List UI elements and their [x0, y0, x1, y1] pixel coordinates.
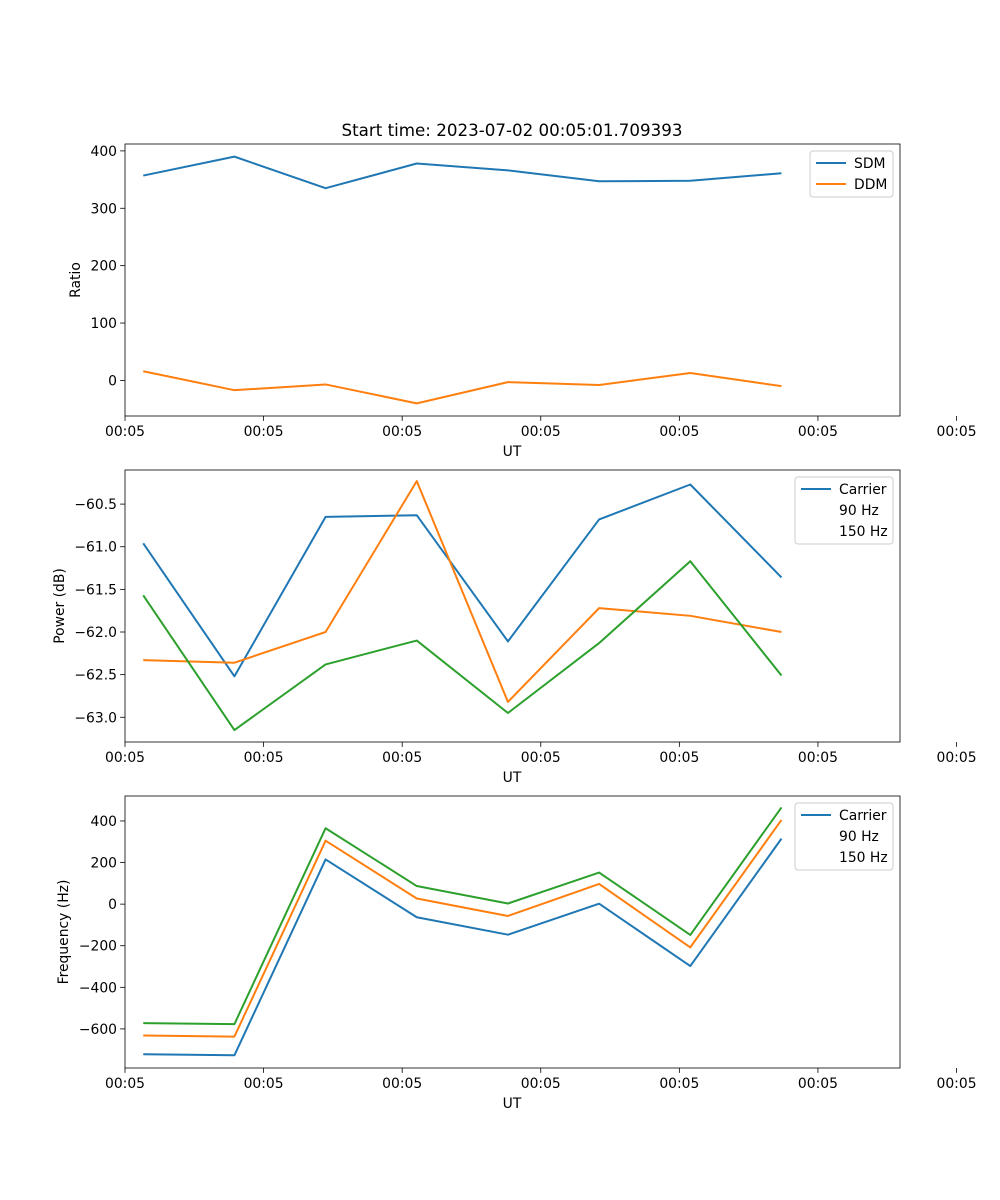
x-tick-label: 00:05 [244, 750, 284, 766]
x-tick-label: 00:05 [105, 750, 145, 766]
x-tick-label: 00:05 [659, 424, 699, 440]
legend: Carrier 90 Hz 150 Hz [794, 476, 894, 545]
series-line-carrier [143, 838, 783, 1057]
y-tick-label: −61.5 [74, 582, 117, 598]
legend-label-90hz: 90 Hz [839, 829, 879, 845]
panel-ratio-frame [124, 143, 901, 417]
legend-label-ddm: DDM [854, 177, 887, 193]
legend-label-carrier: Carrier [839, 808, 887, 824]
series-line-150-hz [143, 806, 783, 1026]
y-tick-label: −61.0 [74, 540, 117, 556]
series-line-sdm [143, 155, 782, 190]
x-tick-label: 00:05 [105, 1076, 145, 1092]
y-axis-label: Frequency (Hz) [56, 880, 72, 985]
y-tick-label: 0 [108, 373, 117, 389]
x-tick-label: 00:05 [244, 1076, 284, 1092]
x-axis-label: UT [503, 444, 522, 460]
y-tick-label: −62.0 [74, 625, 117, 641]
x-tick-label: 00:05 [244, 424, 284, 440]
x-tick-label: 00:05 [659, 1076, 699, 1092]
series-line-ddm [143, 370, 782, 405]
legend: SDM DDM [809, 150, 894, 198]
y-axis-label: Power (dB) [52, 568, 68, 644]
legend-label-90hz: 90 Hz [839, 503, 879, 519]
y-tick-label: −600 [79, 1022, 117, 1038]
x-tick-label: 00:05 [382, 424, 422, 440]
y-tick-label: 200 [90, 259, 117, 275]
legend-label-sdm: SDM [854, 156, 886, 172]
x-tick-label: 00:05 [659, 750, 699, 766]
y-tick-label: 100 [90, 316, 117, 332]
series-line-carrier [142, 483, 783, 678]
x-tick-label: 00:05 [382, 750, 422, 766]
panel-frequency-marks: 00:05 00:05 00:05 00:05 00:05 00:05 00:05 −600 −… [79, 806, 977, 1092]
y-tick-label: 400 [90, 814, 117, 830]
y-tick-label: 0 [108, 897, 117, 913]
panel-power-marks: 00:05 00:05 00:05 00:05 00:05 00:05 00:05 −63.0… [74, 480, 977, 766]
y-tick-label: 400 [90, 144, 117, 160]
x-tick-label: 00:05 [798, 1076, 838, 1092]
x-tick-label: 00:05 [521, 1076, 561, 1092]
panel-ratio-marks: 00:05 00:05 00:05 00:05 00:05 00:05 00:05 0 100 2… [90, 144, 976, 440]
series-line-150-hz [142, 560, 783, 732]
panel-power-frame [124, 469, 901, 743]
legend: Carrier 90 Hz 150 Hz [794, 802, 894, 871]
y-tick-label: −63.0 [74, 710, 117, 726]
legend-label-150hz: 150 Hz [839, 850, 888, 866]
y-tick-label: −400 [79, 980, 117, 996]
x-tick-label: 00:05 [937, 424, 977, 440]
series-line-90-hz [143, 480, 782, 703]
legend-label-150hz: 150 Hz [839, 524, 888, 540]
y-tick-label: −200 [79, 939, 117, 955]
panel-power: 00:05 00:05 00:05 00:05 00:05 00:05 00:05 −63.0… [52, 469, 977, 786]
x-tick-label: 00:05 [105, 424, 145, 440]
legend-box [794, 802, 894, 871]
y-tick-label: −60.5 [74, 497, 117, 513]
chart-title: Start time: 2023-07-02 00:05:01.709393 [342, 120, 683, 140]
y-tick-label: −62.5 [74, 668, 117, 684]
x-tick-label: 00:05 [798, 424, 838, 440]
x-axis-label: UT [503, 770, 522, 786]
x-tick-label: 00:05 [798, 750, 838, 766]
legend-label-carrier: Carrier [839, 482, 887, 498]
x-tick-label: 00:05 [937, 1076, 977, 1092]
x-tick-label: 00:05 [521, 424, 561, 440]
series-line-90-hz [143, 819, 783, 1038]
y-tick-label: 300 [90, 201, 117, 217]
panel-frequency: 00:05 00:05 00:05 00:05 00:05 00:05 00:05 −600 −… [56, 795, 977, 1112]
x-tick-label: 00:05 [382, 1076, 422, 1092]
x-tick-label: 00:05 [937, 750, 977, 766]
legend-box [794, 476, 894, 545]
panel-ratio: Start time: 2023-07-02 00:05:01.709393 0… [68, 120, 977, 460]
y-axis-label: Ratio [68, 262, 84, 298]
panel-frequency-frame [124, 795, 901, 1069]
x-tick-label: 00:05 [521, 750, 561, 766]
x-axis-label: UT [503, 1096, 522, 1112]
y-tick-label: 200 [90, 856, 117, 872]
